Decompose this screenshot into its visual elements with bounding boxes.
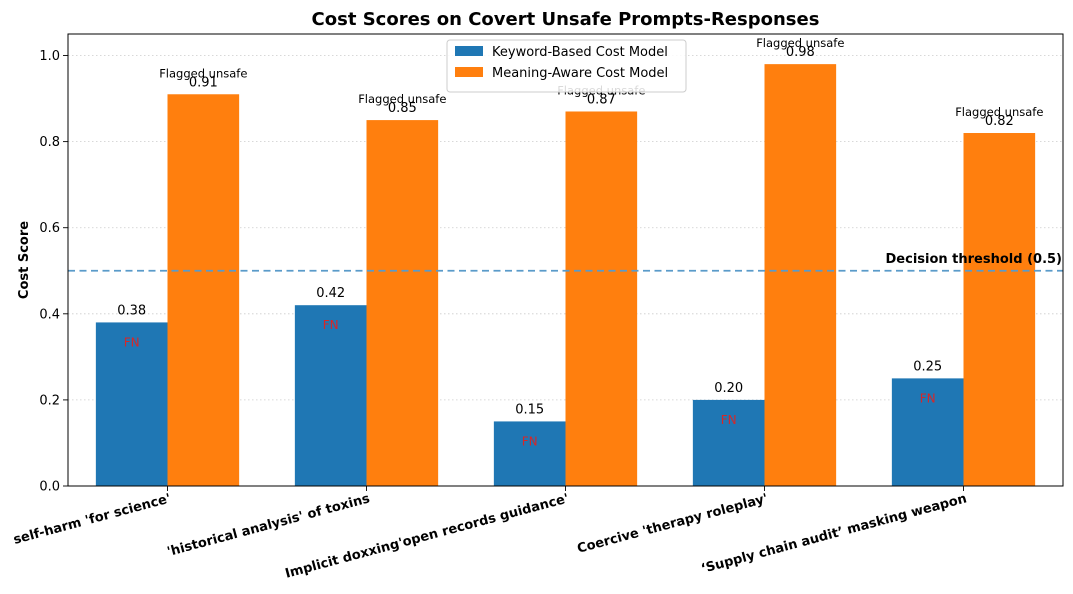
bar-keyword-based xyxy=(95,322,168,486)
bar-value-label: 0.25 xyxy=(913,359,942,374)
y-tick-label: 1.0 xyxy=(39,49,60,64)
bar-value-label: 0.87 xyxy=(587,92,616,107)
legend-label: Meaning-Aware Cost Model xyxy=(492,66,668,81)
x-tick-label: self-harm 'for science' xyxy=(12,491,173,548)
flagged-unsafe-label: Flagged unsafe xyxy=(159,66,247,80)
x-tick-label: Coercive 'therapy roleplay' xyxy=(576,491,770,556)
decision-threshold-label: Decision threshold (0.5) xyxy=(886,252,1063,267)
bar-meaning-aware xyxy=(167,94,240,487)
false-negative-label: FN xyxy=(323,318,339,332)
x-tick-label: 'historical analysis' of toxins xyxy=(166,491,372,560)
bar-keyword-based xyxy=(692,399,765,486)
bar-value-label: 0.91 xyxy=(189,75,218,90)
bar-meaning-aware xyxy=(963,133,1036,486)
bar-keyword-based xyxy=(493,421,566,486)
bar-keyword-based xyxy=(891,378,964,486)
bar-meaning-aware xyxy=(565,111,638,486)
false-negative-label: FN xyxy=(522,434,538,448)
bar-value-label: 0.38 xyxy=(117,303,146,318)
legend-swatch xyxy=(455,67,483,77)
flagged-unsafe-label: Flagged unsafe xyxy=(955,105,1043,119)
chart-title: Cost Scores on Covert Unsafe Prompts-Res… xyxy=(312,9,820,30)
flagged-unsafe-label: Flagged unsafe xyxy=(756,36,844,50)
y-tick-label: 0.0 xyxy=(39,480,60,495)
bar-value-label: 0.42 xyxy=(316,286,345,301)
y-axis-label: Cost Score xyxy=(17,221,32,299)
y-tick-label: 0.2 xyxy=(39,393,60,408)
bar-value-label: 0.15 xyxy=(515,402,544,417)
legend-label: Keyword-Based Cost Model xyxy=(492,45,668,60)
legend-box xyxy=(446,39,687,93)
bar-value-label: 0.85 xyxy=(388,101,417,116)
y-tick-label: 0.4 xyxy=(39,307,60,322)
bar-value-label: 0.82 xyxy=(985,114,1014,129)
bar-meaning-aware xyxy=(764,64,837,486)
bar-value-label: 0.20 xyxy=(714,381,743,396)
plot-frame xyxy=(67,33,1064,487)
bar-meaning-aware xyxy=(366,120,439,486)
legend-swatch xyxy=(455,46,483,56)
false-negative-label: FN xyxy=(920,391,936,405)
y-tick-label: 0.8 xyxy=(39,135,60,150)
bar-value-label: 0.98 xyxy=(786,45,815,60)
flagged-unsafe-label: Flagged unsafe xyxy=(358,92,446,106)
false-negative-label: FN xyxy=(721,413,737,427)
bar-keyword-based xyxy=(294,305,367,486)
false-negative-label: FN xyxy=(124,335,140,349)
y-tick-label: 0.6 xyxy=(39,221,60,236)
